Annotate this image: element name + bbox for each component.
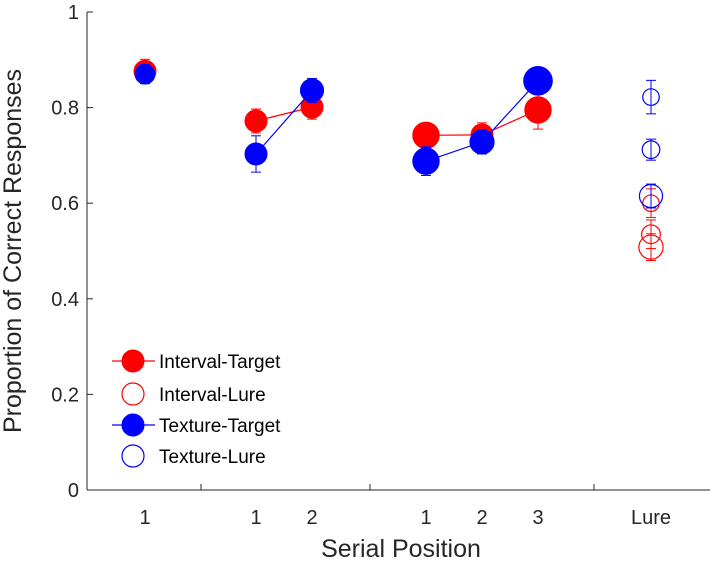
legend-marker <box>121 349 145 373</box>
axes: 0 0.2 0.4 0.6 0.8 1 1 1 2 1 2 3 Lure <box>51 2 710 529</box>
data-point <box>469 129 495 155</box>
data-point <box>299 78 325 103</box>
data-point <box>642 88 660 106</box>
series-texture-lure <box>638 79 664 209</box>
legend-label: Interval-Target <box>159 352 281 373</box>
x-axis-label: Serial Position <box>321 535 481 562</box>
data-point <box>244 142 268 166</box>
y-tick-label: 1 <box>68 2 79 24</box>
y-axis-label: Proportion of Correct Responses <box>0 69 27 433</box>
data-point <box>412 147 440 175</box>
legend: Interval-Target Interval-Lure Texture-Targ… <box>112 349 281 468</box>
x-tick-label: 1 <box>139 507 150 529</box>
data-point <box>638 234 664 260</box>
legend-item: Texture-Lure <box>121 444 266 468</box>
x-tick-label: 2 <box>476 507 487 529</box>
data-point <box>638 183 664 209</box>
legend-item: Interval-Target <box>112 349 281 373</box>
y-tick-label: 0 <box>68 480 79 502</box>
legend-label: Texture-Lure <box>159 447 266 468</box>
y-tick-label: 0.8 <box>51 98 79 120</box>
x-tick-label: 1 <box>420 507 431 529</box>
data-point <box>524 96 552 124</box>
data-point <box>523 66 553 96</box>
x-tick-label: Lure <box>631 507 671 529</box>
x-tick-label: 3 <box>532 507 543 529</box>
y-tick-label: 0.6 <box>51 193 79 215</box>
legend-label: Interval-Lure <box>159 385 266 406</box>
legend-marker <box>121 444 145 468</box>
data-point <box>244 109 268 133</box>
legend-marker <box>121 382 145 406</box>
series-line <box>255 89 313 155</box>
legend-item: Texture-Target <box>112 413 281 437</box>
y-tick-label: 0.4 <box>51 289 79 311</box>
legend-item: Interval-Lure <box>121 382 266 406</box>
data-point <box>134 63 156 85</box>
series-texture-target <box>134 63 553 176</box>
x-tick-label: 2 <box>306 507 317 529</box>
data-point <box>641 140 661 160</box>
y-tick-label: 0.2 <box>51 384 79 406</box>
legend-marker <box>121 413 145 437</box>
x-tick-label: 1 <box>250 507 261 529</box>
data-point <box>412 121 440 150</box>
data-marks <box>133 58 664 262</box>
legend-label: Texture-Target <box>159 416 281 437</box>
